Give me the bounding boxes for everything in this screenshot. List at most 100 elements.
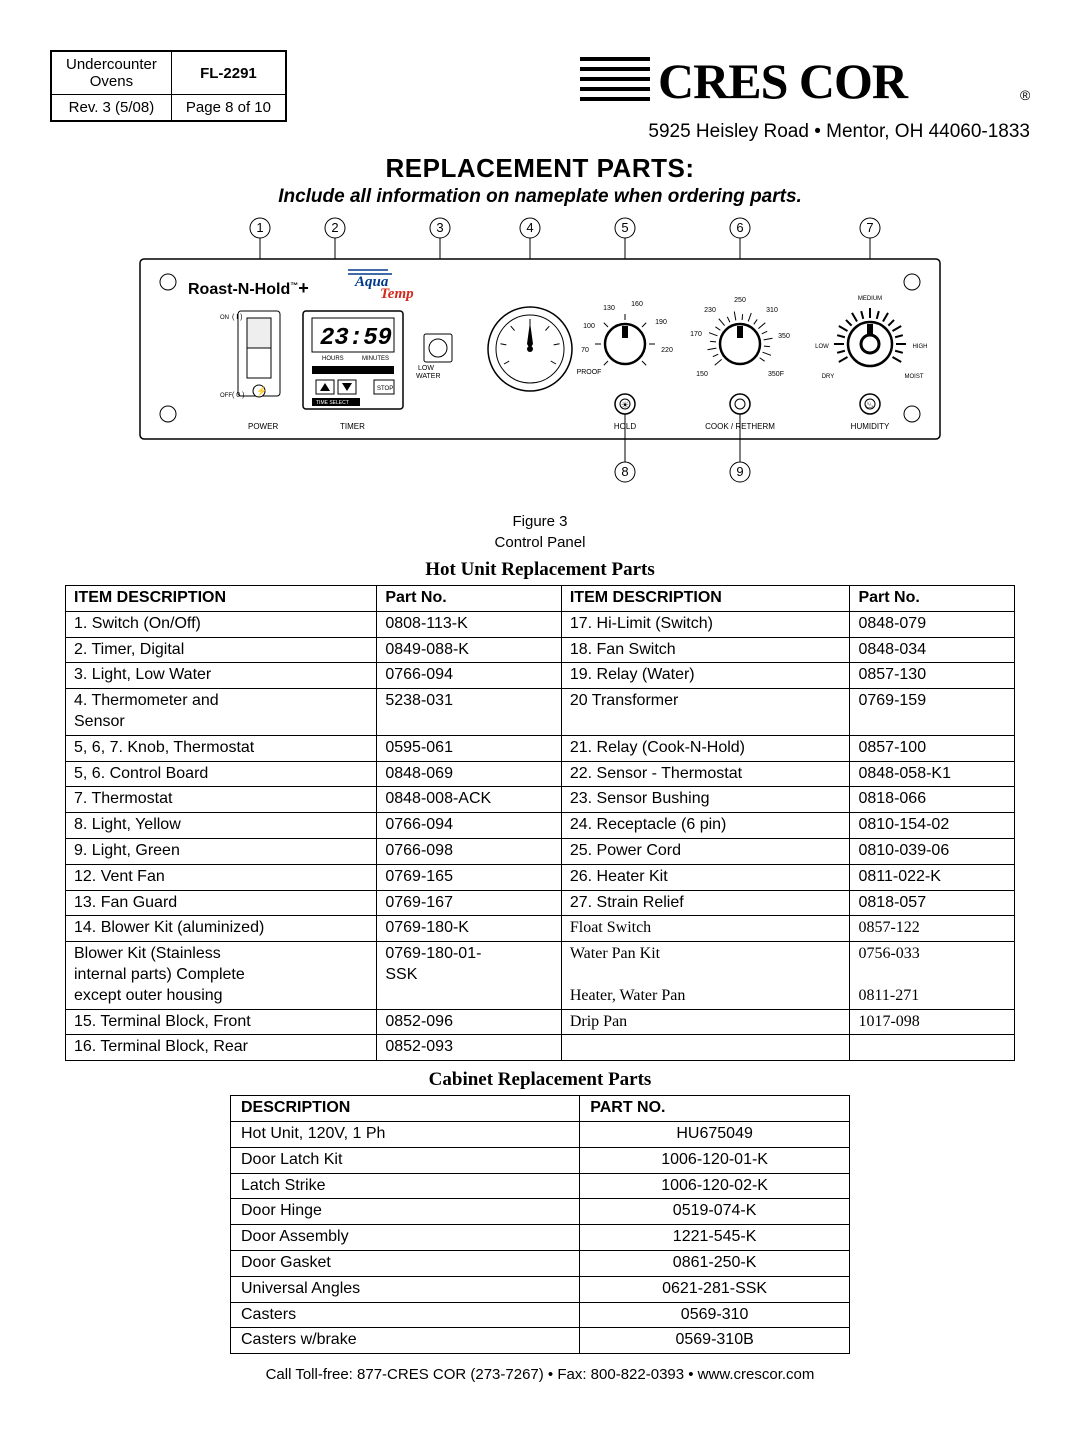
svg-text:70: 70 [581, 347, 589, 354]
svg-text:( I ): ( I ) [232, 314, 243, 321]
svg-text:220: 220 [661, 347, 673, 354]
svg-text:CRES COR: CRES COR [658, 53, 909, 109]
table-row: 15. Terminal Block, Front0852-096Drip Pa… [66, 1009, 1015, 1035]
cell: 18. Fan Switch [561, 637, 850, 663]
cabinet-parts-table: DESCRIPTIONPART NO. Hot Unit, 120V, 1 Ph… [230, 1095, 850, 1354]
cell: Blower Kit (Stainless internal parts) Co… [66, 942, 377, 1009]
svg-text:4: 4 [526, 220, 533, 235]
table-row: Blower Kit (Stainless internal parts) Co… [66, 942, 1015, 1009]
cell: 0857-130 [850, 663, 1015, 689]
table-row: 5, 6. Control Board0848-06922. Sensor - … [66, 761, 1015, 787]
svg-text:7: 7 [866, 220, 873, 235]
cell: 0769-165 [377, 864, 562, 890]
cell: 0766-098 [377, 838, 562, 864]
cell: Drip Pan [561, 1009, 850, 1035]
cell: 0861-250-K [580, 1250, 850, 1276]
cell: 21. Relay (Cook-N-Hold) [561, 735, 850, 761]
cell: 0818-066 [850, 787, 1015, 813]
cell: 1006-120-02-K [580, 1173, 850, 1199]
cell: 0849-088-K [377, 637, 562, 663]
cell: 1. Switch (On/Off) [66, 611, 377, 637]
table-row: Casters w/brake0569-310B [231, 1328, 850, 1354]
cell: 16. Terminal Block, Rear [66, 1035, 377, 1061]
svg-text:350: 350 [778, 333, 790, 340]
table-row: Hot Unit, 120V, 1 PhHU675049 [231, 1121, 850, 1147]
cat-line1: Undercounter [66, 56, 157, 73]
table-row: Universal Angles0621-281-SSK [231, 1276, 850, 1302]
cell: 0569-310B [580, 1328, 850, 1354]
table-row: 3. Light, Low Water0766-09419. Relay (Wa… [66, 663, 1015, 689]
cell: 8. Light, Yellow [66, 813, 377, 839]
cell: Door Hinge [231, 1199, 580, 1225]
cell: 0569-310 [580, 1302, 850, 1328]
svg-text:PROOF: PROOF [577, 369, 602, 376]
cell: 13. Fan Guard [66, 890, 377, 916]
svg-text:150: 150 [696, 371, 708, 378]
svg-text:250: 250 [734, 297, 746, 304]
cell: 0808-113-K [377, 611, 562, 637]
svg-text:160: 160 [631, 301, 643, 308]
table-row: Latch Strike1006-120-02-K [231, 1173, 850, 1199]
header-row: Undercounter Ovens FL-2291 Rev. 3 (5/08)… [50, 50, 1030, 143]
cell: 0810-039-06 [850, 838, 1015, 864]
table-row: 1. Switch (On/Off)0808-113-K17. Hi-Limit… [66, 611, 1015, 637]
col-header: ITEM DESCRIPTION [66, 586, 377, 612]
table-row: Door Assembly1221-545-K [231, 1225, 850, 1251]
cell: 1221-545-K [580, 1225, 850, 1251]
cell: 0519-074-K [580, 1199, 850, 1225]
svg-text:HIGH: HIGH [913, 344, 928, 350]
cell: 0766-094 [377, 663, 562, 689]
svg-text:170: 170 [690, 331, 702, 338]
cell: 0756-033 0811-271 [850, 942, 1015, 1009]
svg-text:350F: 350F [768, 371, 784, 378]
cell: 0818-057 [850, 890, 1015, 916]
cell: 7. Thermostat [66, 787, 377, 813]
svg-text:MINUTES: MINUTES [362, 356, 389, 362]
svg-text:23:59: 23:59 [320, 325, 392, 352]
col-header: DESCRIPTION [231, 1096, 580, 1122]
page-subtitle: Include all information on nameplate whe… [50, 186, 1030, 208]
cell: 0857-122 [850, 916, 1015, 942]
svg-text:®: ® [1020, 87, 1030, 103]
cabinet-parts-heading: Cabinet Replacement Parts [50, 1069, 1030, 1091]
cell: 23. Sensor Bushing [561, 787, 850, 813]
svg-text:9: 9 [736, 464, 743, 479]
svg-text:LOW: LOW [815, 344, 829, 350]
svg-text:DRY: DRY [822, 374, 835, 380]
table-row: 7. Thermostat0848-008-ACK23. Sensor Bush… [66, 787, 1015, 813]
cell: 5, 6. Control Board [66, 761, 377, 787]
svg-text:POWER: POWER [248, 422, 278, 431]
table-row: 16. Terminal Block, Rear0852-093 [66, 1035, 1015, 1061]
footer-contact: Call Toll-free: 877-CRES COR (273-7267) … [50, 1366, 1030, 1383]
cell: 4. Thermometer and Sensor [66, 689, 377, 736]
cell: 0848-008-ACK [377, 787, 562, 813]
svg-text:3: 3 [436, 220, 443, 235]
svg-text:HUMIDITY: HUMIDITY [851, 422, 890, 431]
cell: HU675049 [580, 1121, 850, 1147]
cell: 25. Power Cord [561, 838, 850, 864]
svg-text:310: 310 [766, 307, 778, 314]
cell: 0766-094 [377, 813, 562, 839]
table-row: 9. Light, Green0766-09825. Power Cord081… [66, 838, 1015, 864]
svg-text:2: 2 [331, 220, 338, 235]
cell: 9. Light, Green [66, 838, 377, 864]
cell [561, 1035, 850, 1061]
svg-text:TIMER: TIMER [340, 422, 365, 431]
cell: 0769-180-01- SSK [377, 942, 562, 1009]
cell: 0852-093 [377, 1035, 562, 1061]
cell: 24. Receptacle (6 pin) [561, 813, 850, 839]
cell: 1006-120-01-K [580, 1147, 850, 1173]
cell: Door Gasket [231, 1250, 580, 1276]
crescor-logo: CRES COR ® [580, 50, 1030, 112]
cell: Casters [231, 1302, 580, 1328]
cell: 0811-022-K [850, 864, 1015, 890]
table-row: 14. Blower Kit (aluminized)0769-180-KFlo… [66, 916, 1015, 942]
cell: 0857-100 [850, 735, 1015, 761]
cell: 0769-167 [377, 890, 562, 916]
cell: 2. Timer, Digital [66, 637, 377, 663]
cell: Door Latch Kit [231, 1147, 580, 1173]
table-row: 4. Thermometer and Sensor5238-03120 Tran… [66, 689, 1015, 736]
col-header: ITEM DESCRIPTION [561, 586, 850, 612]
cell: 5238-031 [377, 689, 562, 736]
cell: Casters w/brake [231, 1328, 580, 1354]
